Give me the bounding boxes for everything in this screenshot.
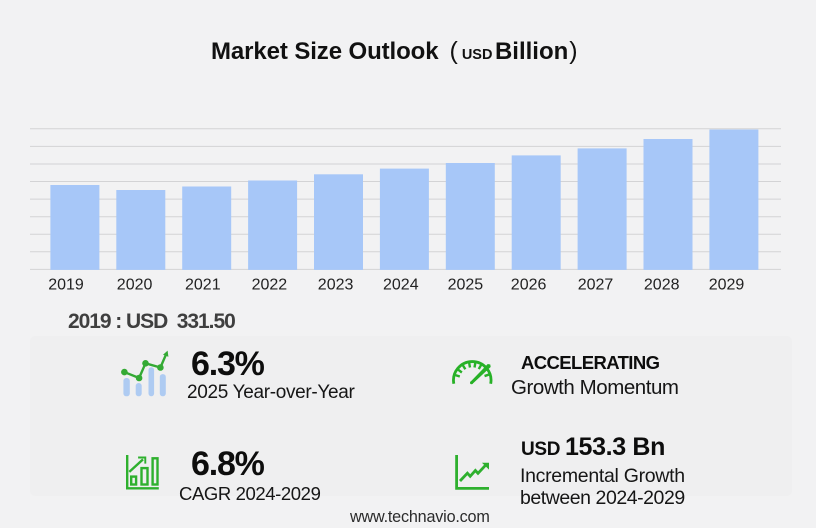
svg-text:2026: 2026 [511,277,547,294]
svg-text:2025: 2025 [448,277,484,294]
svg-text:2024: 2024 [383,277,419,294]
svg-text:2022: 2022 [252,277,288,294]
svg-text:2019: 2019 [48,277,84,294]
svg-text:2020: 2020 [117,277,153,294]
svg-text:2027: 2027 [578,277,614,294]
svg-text:2029: 2029 [709,277,745,294]
svg-text:2021: 2021 [185,277,221,294]
svg-text:2023: 2023 [318,277,354,294]
svg-text:2028: 2028 [644,277,680,294]
